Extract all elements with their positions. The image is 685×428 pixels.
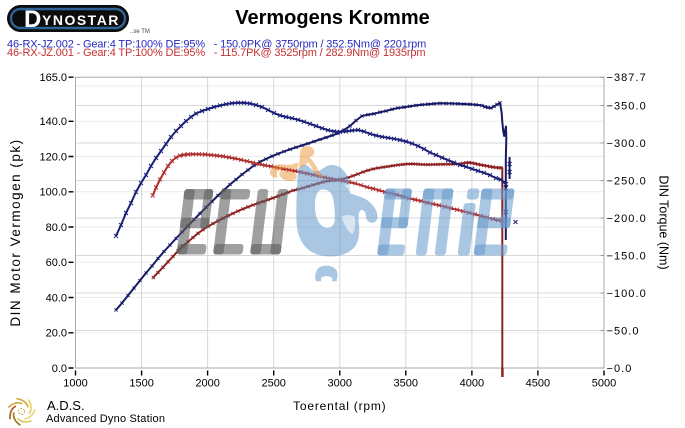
- svg-text:Toerental (rpm): Toerental (rpm): [293, 399, 386, 413]
- svg-text:−50.0: −50.0: [607, 325, 640, 337]
- svg-text:0.0: 0.0: [52, 363, 67, 375]
- svg-text:DIN Motor Vermogen (pk): DIN Motor Vermogen (pk): [8, 138, 23, 326]
- svg-text:46-RX-JZ.001 - Gear:4 TP:100%: 46-RX-JZ.001 - Gear:4 TP:100% DE:95% - 1…: [7, 47, 425, 59]
- svg-text:20.0: 20.0: [46, 328, 67, 340]
- svg-text:3000: 3000: [328, 377, 352, 389]
- svg-text:−100.0: −100.0: [607, 288, 647, 300]
- svg-text:A.D.S.: A.D.S.: [47, 398, 85, 413]
- svg-text:−250.0: −250.0: [607, 175, 647, 187]
- svg-text:DIN Torque (Nm): DIN Torque (Nm): [657, 175, 671, 269]
- svg-text:40.0: 40.0: [46, 292, 67, 304]
- svg-text:−300.0: −300.0: [607, 138, 647, 150]
- svg-text:4000: 4000: [460, 377, 484, 389]
- svg-text:1500: 1500: [129, 377, 153, 389]
- svg-text:2500: 2500: [261, 377, 285, 389]
- svg-text:Vermogens Kromme: Vermogens Kromme: [235, 7, 430, 29]
- svg-text:..se TM: ..se TM: [130, 29, 150, 35]
- svg-text:100.0: 100.0: [39, 187, 67, 199]
- svg-text:1000: 1000: [63, 377, 87, 389]
- svg-text:5000: 5000: [592, 377, 616, 389]
- svg-text:Advanced Dyno Station: Advanced Dyno Station: [46, 413, 165, 425]
- svg-text:−150.0: −150.0: [607, 250, 647, 262]
- svg-text:165.0: 165.0: [39, 72, 67, 84]
- svg-text:2000: 2000: [195, 377, 219, 389]
- svg-text:60.0: 60.0: [46, 257, 67, 269]
- svg-text:140.0: 140.0: [39, 116, 67, 128]
- svg-text:120.0: 120.0: [39, 151, 67, 163]
- svg-text:−350.0: −350.0: [607, 100, 647, 112]
- svg-text:−387.7: −387.7: [607, 72, 647, 84]
- svg-text:D: D: [24, 6, 41, 33]
- svg-text:YNOSTAR: YNOSTAR: [42, 12, 120, 28]
- svg-text:4500: 4500: [526, 377, 550, 389]
- svg-text:80.0: 80.0: [46, 222, 67, 234]
- svg-text:−0.0: −0.0: [607, 363, 633, 375]
- svg-text:−200.0: −200.0: [607, 213, 647, 225]
- svg-text:46-RX-JZ.002 - Gear:4 TP:100%: 46-RX-JZ.002 - Gear:4 TP:100% DE:95% - 1…: [7, 38, 426, 50]
- svg-text:3500: 3500: [394, 377, 418, 389]
